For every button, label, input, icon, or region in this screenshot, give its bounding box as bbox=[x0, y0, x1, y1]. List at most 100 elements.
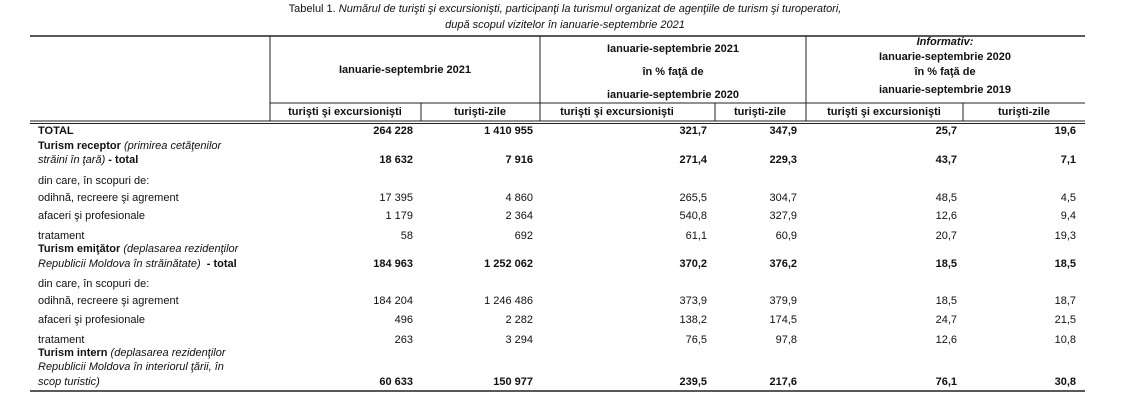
cell-value: 12,6 bbox=[936, 334, 957, 346]
cell-value: 7,1 bbox=[1061, 154, 1076, 166]
cell-value: 24,7 bbox=[936, 314, 957, 326]
cell-value: 19,6 bbox=[1055, 125, 1076, 137]
header-label: în % faţă de bbox=[913, 66, 975, 78]
row-label: odihnă, recreere şi agrement bbox=[38, 192, 179, 204]
row-label: tratament bbox=[38, 334, 84, 346]
cell-value: 217,6 bbox=[769, 376, 797, 388]
header-label: în % faţă de bbox=[641, 66, 703, 78]
header-note: Informativ: bbox=[917, 36, 974, 48]
cell-value: 376,2 bbox=[769, 258, 797, 270]
label-segment: din care, în scopuri de: bbox=[38, 175, 149, 187]
cell-value: 18,5 bbox=[936, 258, 957, 270]
cell-value: 692 bbox=[515, 230, 533, 242]
label-segment: Turism emiţător bbox=[38, 243, 121, 255]
column-header: turişti-zile bbox=[454, 106, 506, 118]
cell-value: 10,8 bbox=[1055, 334, 1076, 346]
header-label: Ianuarie-septembrie 2021 bbox=[339, 64, 471, 76]
cell-value: 271,4 bbox=[679, 154, 707, 166]
cell-value: 7 916 bbox=[505, 154, 533, 166]
cell-value: 12,6 bbox=[936, 210, 957, 222]
cell-value: 184 963 bbox=[373, 258, 413, 270]
cell-value: 1 179 bbox=[385, 210, 413, 222]
cell-value: 60,9 bbox=[776, 230, 797, 242]
title-line: după scopul vizitelor în ianuarie-septem… bbox=[445, 19, 685, 31]
label-segment: Turism intern bbox=[38, 347, 108, 359]
header-label: Ianuarie-septembrie 2021 bbox=[607, 43, 739, 55]
cell-value: 30,8 bbox=[1055, 376, 1076, 388]
cell-value: 1 252 062 bbox=[484, 258, 533, 270]
label-segment: odihnă, recreere şi agrement bbox=[38, 295, 179, 307]
cell-value: 239,5 bbox=[679, 376, 707, 388]
row-label: odihnă, recreere şi agrement bbox=[38, 295, 179, 307]
label-segment: (deplasarea rezidenţilor bbox=[107, 347, 226, 359]
cell-value: 19,3 bbox=[1055, 230, 1076, 242]
cell-value: 58 bbox=[401, 230, 413, 242]
cell-value: 48,5 bbox=[936, 192, 957, 204]
cell-value: 3 294 bbox=[505, 334, 533, 346]
cell-value: 17 395 bbox=[379, 192, 413, 204]
cell-value: 379,9 bbox=[769, 295, 797, 307]
row-label: afaceri şi profesionale bbox=[38, 314, 145, 326]
cell-value: 174,5 bbox=[769, 314, 797, 326]
cell-value: 4,5 bbox=[1061, 192, 1076, 204]
cell-value: 540,8 bbox=[679, 210, 707, 222]
cell-value: 20,7 bbox=[936, 230, 957, 242]
row-label: Republicii Moldova în străinătate) - tot… bbox=[38, 258, 237, 270]
cell-value: 76,1 bbox=[936, 376, 957, 388]
cell-value: 25,7 bbox=[936, 125, 957, 137]
label-segment: Republicii Moldova în interiorul ţării, … bbox=[38, 361, 224, 373]
column-header: turişti şi excursionişti bbox=[288, 106, 402, 118]
label-segment: TOTAL bbox=[38, 125, 74, 137]
cell-value: 184 204 bbox=[373, 295, 413, 307]
label-segment: - total bbox=[201, 258, 237, 270]
row-label: TOTAL bbox=[38, 125, 74, 137]
row-label: Turism emiţător (deplasarea rezidenţilor bbox=[38, 243, 240, 255]
row-label: tratament bbox=[38, 230, 84, 242]
column-header: turişti şi excursionişti bbox=[560, 106, 674, 118]
label-segment: tratament bbox=[38, 230, 84, 242]
cell-value: 321,7 bbox=[679, 125, 707, 137]
column-header: turişti-zile bbox=[998, 106, 1050, 118]
label-segment: (primirea cetăţenilor bbox=[121, 140, 223, 152]
cell-value: 265,5 bbox=[679, 192, 707, 204]
row-label: străini în ţară) - total bbox=[38, 154, 138, 166]
row-label: Republicii Moldova în interiorul ţării, … bbox=[38, 361, 224, 373]
cell-value: 4 860 bbox=[505, 192, 533, 204]
title-label: Tabelul 1. bbox=[289, 3, 336, 15]
cell-value: 304,7 bbox=[769, 192, 797, 204]
row-label: din care, în scopuri de: bbox=[38, 175, 149, 187]
label-segment: (deplasarea rezidenţilor bbox=[120, 243, 239, 255]
row-label: afaceri şi profesionale bbox=[38, 210, 145, 222]
row-label: Turism receptor (primirea cetăţenilor bbox=[38, 140, 223, 152]
row-label: scop turistic) bbox=[38, 376, 100, 388]
cell-value: 263 bbox=[395, 334, 413, 346]
label-segment: Turism receptor bbox=[38, 140, 122, 152]
cell-value: 76,5 bbox=[686, 334, 707, 346]
title-text: Numărul de turişti şi excursionişti, par… bbox=[339, 3, 842, 15]
label-segment: odihnă, recreere şi agrement bbox=[38, 192, 179, 204]
cell-value: 229,3 bbox=[769, 154, 797, 166]
label-segment: tratament bbox=[38, 334, 84, 346]
label-segment: - total bbox=[105, 154, 138, 166]
cell-value: 150 977 bbox=[493, 376, 533, 388]
header-label: ianuarie-septembrie 2019 bbox=[879, 84, 1011, 96]
cell-value: 61,1 bbox=[686, 230, 707, 242]
cell-value: 327,9 bbox=[769, 210, 797, 222]
cell-value: 1 246 486 bbox=[484, 295, 533, 307]
table-title: Tabelul 1. Numărul de turişti şi excursi… bbox=[289, 3, 842, 15]
cell-value: 1 410 955 bbox=[484, 125, 533, 137]
cell-value: 60 633 bbox=[379, 376, 413, 388]
cell-value: 264 228 bbox=[373, 125, 413, 137]
label-segment: scop turistic) bbox=[38, 376, 100, 388]
column-header: turişti-zile bbox=[734, 106, 786, 118]
cell-value: 2 282 bbox=[505, 314, 533, 326]
cell-value: 347,9 bbox=[769, 125, 797, 137]
cell-value: 21,5 bbox=[1055, 314, 1076, 326]
cell-value: 97,8 bbox=[776, 334, 797, 346]
cell-value: 9,4 bbox=[1061, 210, 1076, 222]
cell-value: 43,7 bbox=[936, 154, 957, 166]
label-segment: afaceri şi profesionale bbox=[38, 314, 145, 326]
row-label: din care, în scopuri de: bbox=[38, 278, 149, 290]
label-segment: afaceri şi profesionale bbox=[38, 210, 145, 222]
cell-value: 370,2 bbox=[679, 258, 707, 270]
